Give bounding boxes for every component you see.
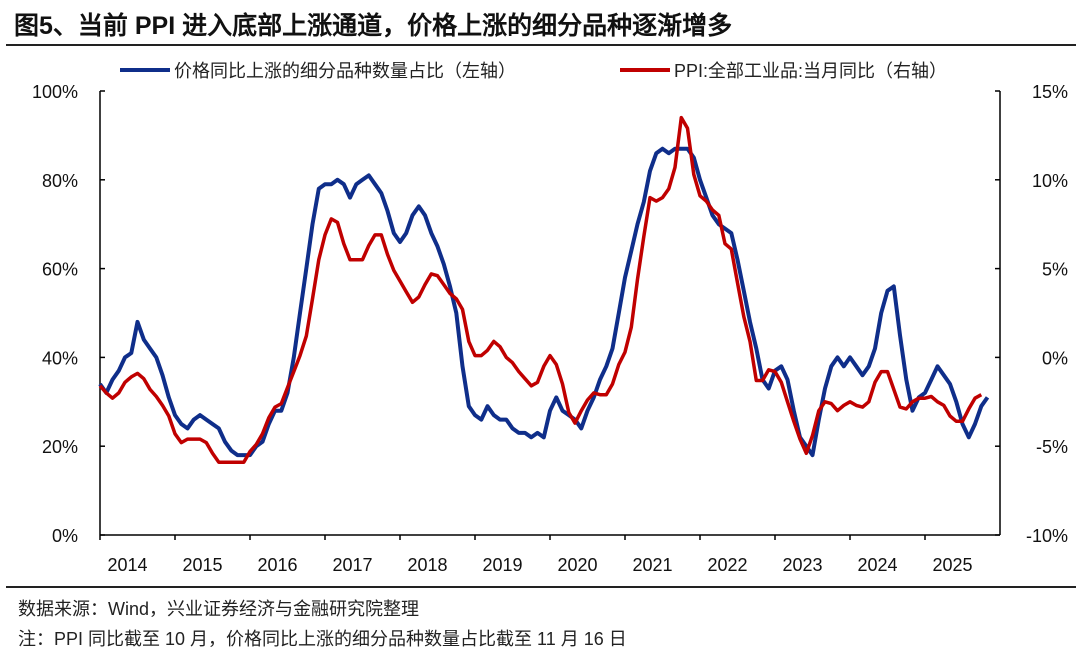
x-tick-label: 2015 bbox=[182, 555, 222, 575]
left-tick-label: 60% bbox=[42, 260, 78, 280]
x-tick-label: 2025 bbox=[932, 555, 972, 575]
right-tick-label: -10% bbox=[1026, 526, 1068, 546]
x-tick-label: 2018 bbox=[407, 555, 447, 575]
legend-label-share: 价格同比上涨的细分品种数量占比（左轴） bbox=[174, 61, 516, 81]
series-line-ppi bbox=[98, 115, 983, 464]
footer-divider bbox=[6, 586, 1076, 588]
right-tick-label: 10% bbox=[1032, 171, 1068, 191]
right-tick-label: 15% bbox=[1032, 82, 1068, 102]
footnote: 注：PPI 同比截至 10 月，价格同比上涨的细分品种数量占比截至 11 月 1… bbox=[18, 629, 627, 649]
x-tick-label: 2014 bbox=[107, 555, 147, 575]
x-tick-label: 2019 bbox=[482, 555, 522, 575]
source-note: 数据来源：Wind，兴业证券经济与金融研究院整理 bbox=[18, 599, 420, 619]
left-tick-label: 20% bbox=[42, 437, 78, 457]
series-line-share-rising bbox=[98, 146, 990, 458]
x-tick-label: 2017 bbox=[332, 555, 372, 575]
left-tick-label: 80% bbox=[42, 171, 78, 191]
x-tick-label: 2020 bbox=[557, 555, 597, 575]
left-tick-label: 100% bbox=[32, 82, 78, 102]
right-tick-label: 0% bbox=[1042, 348, 1068, 368]
x-tick-label: 2022 bbox=[707, 555, 747, 575]
left-tick-label: 0% bbox=[52, 526, 78, 546]
right-tick-label: -5% bbox=[1036, 437, 1068, 457]
x-tick-label: 2023 bbox=[782, 555, 822, 575]
line-chart: 价格同比上涨的细分品种数量占比（左轴） PPI:全部工业品:当月同比（右轴） 0… bbox=[32, 61, 1068, 575]
left-tick-label: 40% bbox=[42, 348, 78, 368]
figure-title: 图5、当前 PPI 进入底部上涨通道，价格上涨的细分品种逐渐增多 bbox=[14, 12, 733, 40]
legend: 价格同比上涨的细分品种数量占比（左轴） PPI:全部工业品:当月同比（右轴） bbox=[120, 61, 947, 81]
x-tick-label: 2024 bbox=[857, 555, 897, 575]
title-divider bbox=[6, 44, 1076, 46]
x-tick-label: 2016 bbox=[257, 555, 297, 575]
x-tick-label: 2021 bbox=[632, 555, 672, 575]
legend-label-ppi: PPI:全部工业品:当月同比（右轴） bbox=[674, 61, 947, 81]
right-tick-label: 5% bbox=[1042, 260, 1068, 280]
